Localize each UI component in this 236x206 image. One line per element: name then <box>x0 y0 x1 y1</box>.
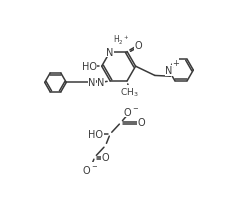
Text: H$_2$$^+$: H$_2$$^+$ <box>113 34 130 47</box>
Text: N: N <box>106 47 114 57</box>
Text: CH$_3$: CH$_3$ <box>120 86 139 98</box>
Text: O$^-$: O$^-$ <box>82 163 98 175</box>
Text: O$^-$: O$^-$ <box>123 105 139 117</box>
Text: O: O <box>137 118 145 128</box>
Text: O: O <box>102 152 109 162</box>
Text: N: N <box>88 78 95 88</box>
Text: O: O <box>134 41 142 51</box>
Text: HO: HO <box>88 129 103 139</box>
Text: N: N <box>97 78 105 88</box>
Text: HO: HO <box>82 62 97 72</box>
Text: +: + <box>172 59 179 68</box>
Text: N: N <box>165 66 172 76</box>
